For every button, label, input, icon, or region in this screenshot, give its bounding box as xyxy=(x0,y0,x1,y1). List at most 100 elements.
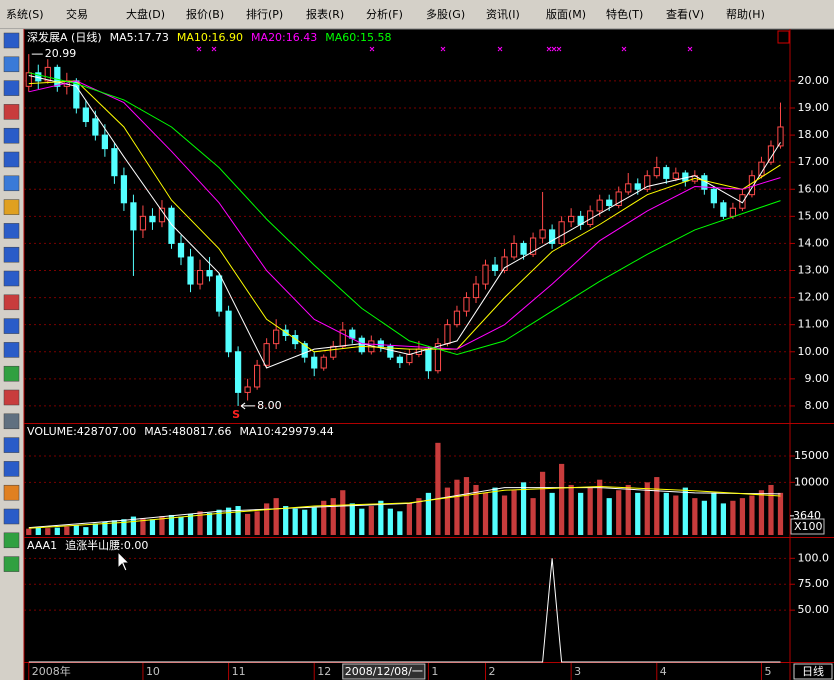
candle-body xyxy=(425,348,432,372)
toolbar-icon[interactable] xyxy=(3,484,20,501)
toolbar-icon[interactable] xyxy=(3,437,20,453)
candle-body xyxy=(453,310,461,326)
candle-body xyxy=(568,215,575,223)
candle-body xyxy=(529,237,537,255)
menu-item[interactable]: 查看(V) xyxy=(666,7,704,21)
candle-body xyxy=(225,310,232,353)
volume-bar xyxy=(701,500,707,535)
toolbar-icon[interactable] xyxy=(3,318,20,334)
volume-bar xyxy=(749,495,755,535)
toolbar-icon[interactable] xyxy=(3,413,20,430)
candle-body xyxy=(510,242,518,258)
menu-item[interactable]: 系统(S) xyxy=(6,8,44,21)
period-button[interactable] xyxy=(777,30,790,44)
volume-bar xyxy=(720,503,727,535)
y-tick-label: 10.00 xyxy=(798,345,830,358)
candle-body xyxy=(606,199,613,207)
menu-item[interactable]: 报价(B) xyxy=(186,7,224,21)
menu-item[interactable]: 多股(G) xyxy=(426,7,465,21)
volume-bar xyxy=(416,498,422,535)
x-tick-label: 2008年 xyxy=(32,664,71,678)
legend-text: AAA1 xyxy=(27,539,57,552)
toolbar-icon[interactable] xyxy=(3,532,20,549)
volume-bar xyxy=(349,503,355,535)
period-box[interactable] xyxy=(793,663,833,680)
volume-bar xyxy=(35,527,41,535)
toolbar-icon[interactable] xyxy=(3,365,20,382)
candle-body xyxy=(301,343,308,358)
series-line xyxy=(28,558,781,663)
menu-item[interactable]: 分析(F) xyxy=(366,7,403,21)
toolbar-icon[interactable] xyxy=(3,127,20,144)
volume-bar xyxy=(187,513,194,535)
candle-body xyxy=(596,199,603,212)
candle-body xyxy=(777,126,784,147)
candle-body xyxy=(111,148,118,177)
volume-bar xyxy=(254,511,260,535)
legend-text: MA5:480817.66 xyxy=(144,425,231,438)
volume-bar xyxy=(587,487,593,535)
volume-bar xyxy=(45,528,51,535)
toolbar-icon[interactable] xyxy=(3,461,20,477)
toolbar-icon[interactable] xyxy=(3,175,20,192)
volume-bar xyxy=(330,498,336,535)
x-tick-label: 12 xyxy=(317,665,331,678)
toolbar-icon[interactable] xyxy=(3,270,20,287)
toolbar-icon[interactable] xyxy=(3,151,20,168)
volume-bar xyxy=(663,492,669,535)
y-tick-label: 12.00 xyxy=(798,291,830,304)
menu-item[interactable]: 交易 xyxy=(66,7,88,21)
y-tick-label: 8.00 xyxy=(805,399,830,412)
menu-bar xyxy=(0,0,834,29)
menu-item[interactable]: 帮助(H) xyxy=(726,7,765,21)
volume-bar xyxy=(597,479,603,535)
toolbar-icon[interactable] xyxy=(3,342,20,358)
toolbar-icon[interactable] xyxy=(3,508,20,525)
candle-body xyxy=(548,229,556,244)
toolbar-icon[interactable] xyxy=(3,56,20,73)
toolbar-icon[interactable] xyxy=(3,246,20,263)
menu-item[interactable]: 资讯(I) xyxy=(486,8,520,21)
volume-bar xyxy=(606,498,612,535)
toolbar-icon[interactable] xyxy=(3,104,20,120)
candle-body xyxy=(120,175,128,204)
y-tick-label: 18.00 xyxy=(798,128,830,141)
candle-body xyxy=(330,345,337,358)
y-tick-label: 14.00 xyxy=(798,236,830,249)
volume-bar xyxy=(406,503,412,535)
y-tick-label: 13.00 xyxy=(798,264,830,277)
candle-body xyxy=(625,183,632,193)
volume-bar xyxy=(92,523,98,535)
volume-bar xyxy=(206,512,213,535)
candle-body xyxy=(720,202,727,217)
series-line xyxy=(28,485,781,529)
toolbar-icon[interactable] xyxy=(3,223,20,239)
volume-bar xyxy=(768,484,774,535)
high-label: 20.99 xyxy=(45,47,77,60)
toolbar-icon[interactable] xyxy=(3,32,20,49)
candle-body xyxy=(482,264,489,285)
toolbar-icon[interactable] xyxy=(3,294,20,311)
candle-body xyxy=(177,242,185,258)
candle-body xyxy=(92,118,99,136)
menu-item[interactable]: 排行(P) xyxy=(246,7,283,21)
candle-body xyxy=(187,256,194,285)
toolbar-icon[interactable] xyxy=(3,80,20,96)
volume-bar xyxy=(625,484,631,535)
menu-item[interactable]: 特色(T) xyxy=(606,7,643,21)
candle-body xyxy=(244,386,251,393)
toolbar-icon[interactable] xyxy=(3,389,20,406)
toolbar-icon[interactable] xyxy=(3,556,20,572)
volume-bar xyxy=(368,506,374,535)
menu-item[interactable]: 大盘(D) xyxy=(126,7,165,21)
volume-bar xyxy=(140,518,146,535)
menu-item[interactable]: 版面(M) xyxy=(546,7,586,21)
candle-body xyxy=(634,183,641,190)
candle-body xyxy=(644,175,651,190)
toolbar-icon[interactable] xyxy=(3,199,20,215)
x-tick-label: 1 xyxy=(431,665,438,678)
menu-item[interactable]: 报表(R) xyxy=(306,7,344,21)
volume-bar xyxy=(435,442,441,535)
legend-text: MA60:15.58 xyxy=(325,31,391,44)
candle-body xyxy=(558,221,565,244)
